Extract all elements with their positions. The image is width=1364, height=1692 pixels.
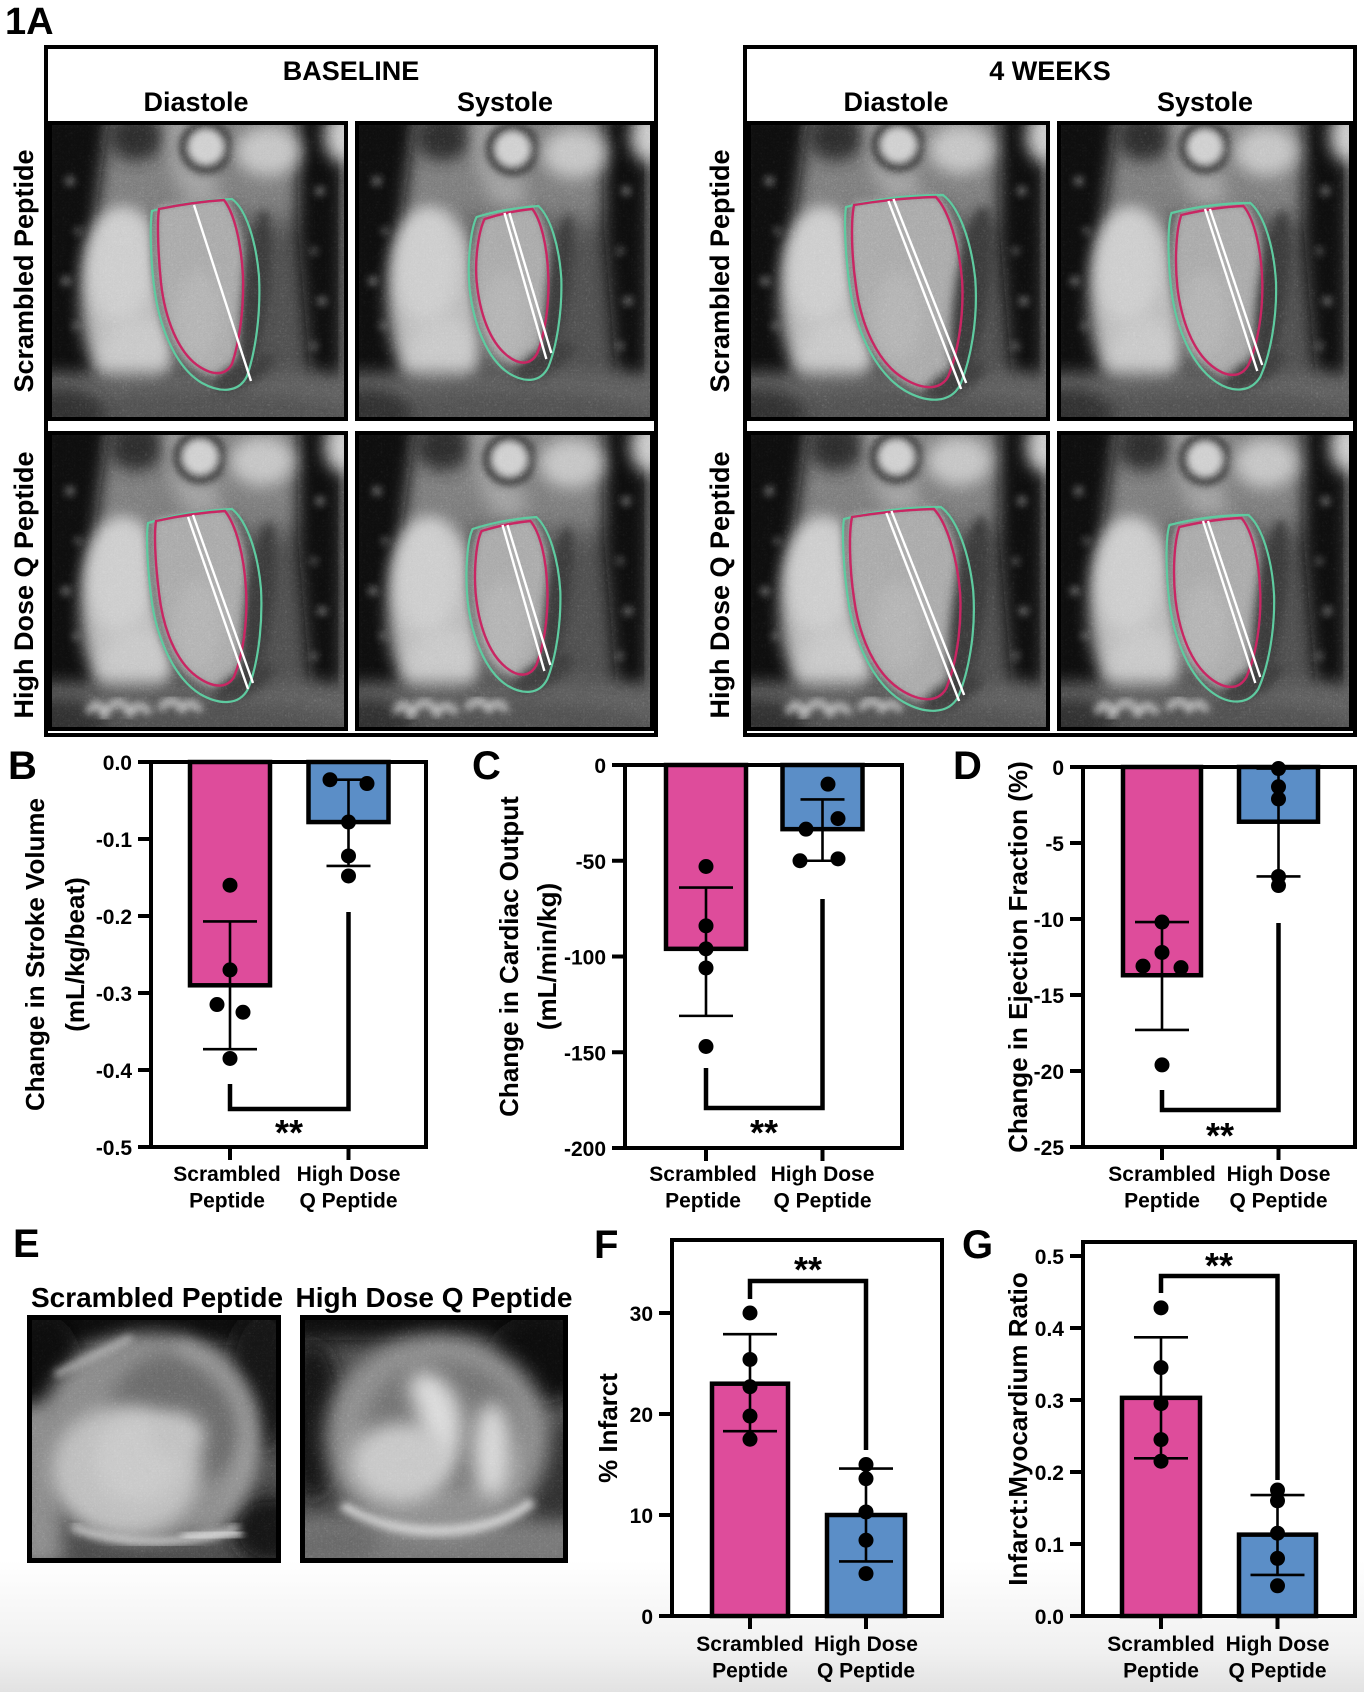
svg-text:Peptide: Peptide — [712, 1660, 788, 1683]
svg-text:Infarct:Myocardium Ratio: Infarct:Myocardium Ratio — [1003, 1272, 1033, 1586]
svg-text:Peptide: Peptide — [1124, 1190, 1200, 1213]
svg-text:0: 0 — [641, 1606, 653, 1629]
svg-text:Change in Cardiac Output: Change in Cardiac Output — [494, 796, 524, 1117]
svg-text:Scrambled: Scrambled — [649, 1163, 756, 1186]
svg-text:0.0: 0.0 — [1035, 1606, 1064, 1629]
svg-text:-0.5: -0.5 — [96, 1137, 133, 1160]
svg-text:**: ** — [794, 1249, 822, 1290]
svg-text:-20: -20 — [1034, 1061, 1064, 1084]
svg-text:High Dose: High Dose — [814, 1633, 918, 1656]
svg-text:Change in Stroke Volume: Change in Stroke Volume — [20, 798, 50, 1111]
svg-text:Q Peptide: Q Peptide — [299, 1190, 397, 1213]
svg-text:-25: -25 — [1034, 1137, 1065, 1160]
svg-text:High Dose: High Dose — [771, 1163, 875, 1186]
svg-text:High Dose: High Dose — [1227, 1163, 1331, 1186]
svg-text:20: 20 — [630, 1404, 653, 1427]
svg-text:Peptide: Peptide — [1123, 1660, 1199, 1683]
svg-text:0.0: 0.0 — [103, 752, 132, 775]
svg-text:Scrambled: Scrambled — [696, 1633, 803, 1656]
svg-text:Q Peptide: Q Peptide — [1229, 1190, 1327, 1213]
svg-text:Scrambled: Scrambled — [1107, 1633, 1214, 1656]
svg-text:30: 30 — [630, 1303, 653, 1326]
svg-text:**: ** — [275, 1112, 303, 1153]
svg-text:**: ** — [1206, 1115, 1234, 1156]
svg-text:Change in Ejection Fraction (%: Change in Ejection Fraction (%) — [1003, 761, 1033, 1152]
svg-text:**: ** — [1205, 1245, 1233, 1286]
svg-text:Scrambled: Scrambled — [1108, 1163, 1215, 1186]
svg-text:-0.1: -0.1 — [96, 829, 133, 852]
svg-text:G: G — [962, 1223, 993, 1267]
svg-text:10: 10 — [630, 1505, 653, 1528]
svg-text:(mL/min/kg): (mL/min/kg) — [532, 883, 562, 1030]
svg-text:0.2: 0.2 — [1035, 1462, 1064, 1485]
svg-text:Peptide: Peptide — [665, 1190, 741, 1213]
svg-text:-0.3: -0.3 — [96, 983, 132, 1006]
svg-text:Q Peptide: Q Peptide — [773, 1190, 871, 1213]
svg-text:0.4: 0.4 — [1035, 1318, 1065, 1341]
svg-text:-5: -5 — [1045, 833, 1064, 856]
svg-text:F: F — [594, 1223, 618, 1267]
svg-text:0: 0 — [594, 755, 606, 778]
svg-text:Q Peptide: Q Peptide — [817, 1660, 915, 1683]
svg-text:High Dose: High Dose — [1226, 1633, 1330, 1656]
svg-text:C: C — [472, 744, 501, 788]
svg-text:-100: -100 — [564, 947, 606, 970]
svg-text:-0.2: -0.2 — [96, 906, 132, 929]
svg-text:0.1: 0.1 — [1035, 1534, 1065, 1557]
svg-text:High Dose: High Dose — [297, 1163, 401, 1186]
svg-text:0.5: 0.5 — [1035, 1246, 1065, 1269]
svg-text:**: ** — [750, 1112, 778, 1153]
svg-text:Q Peptide: Q Peptide — [1228, 1660, 1326, 1683]
svg-text:-10: -10 — [1034, 909, 1064, 932]
svg-text:% Infarct: % Infarct — [593, 1373, 623, 1483]
svg-text:D: D — [953, 744, 982, 788]
svg-text:B: B — [8, 744, 37, 788]
svg-text:0: 0 — [1052, 757, 1064, 780]
svg-text:-150: -150 — [564, 1042, 606, 1065]
svg-text:0.3: 0.3 — [1035, 1390, 1064, 1413]
svg-text:-0.4: -0.4 — [96, 1060, 133, 1083]
svg-text:-50: -50 — [576, 851, 606, 874]
svg-text:Scrambled: Scrambled — [173, 1163, 280, 1186]
svg-text:-15: -15 — [1034, 985, 1065, 1008]
svg-text:Peptide: Peptide — [189, 1190, 265, 1213]
svg-text:-200: -200 — [564, 1138, 606, 1161]
svg-text:(mL/kg/beat): (mL/kg/beat) — [60, 877, 90, 1032]
